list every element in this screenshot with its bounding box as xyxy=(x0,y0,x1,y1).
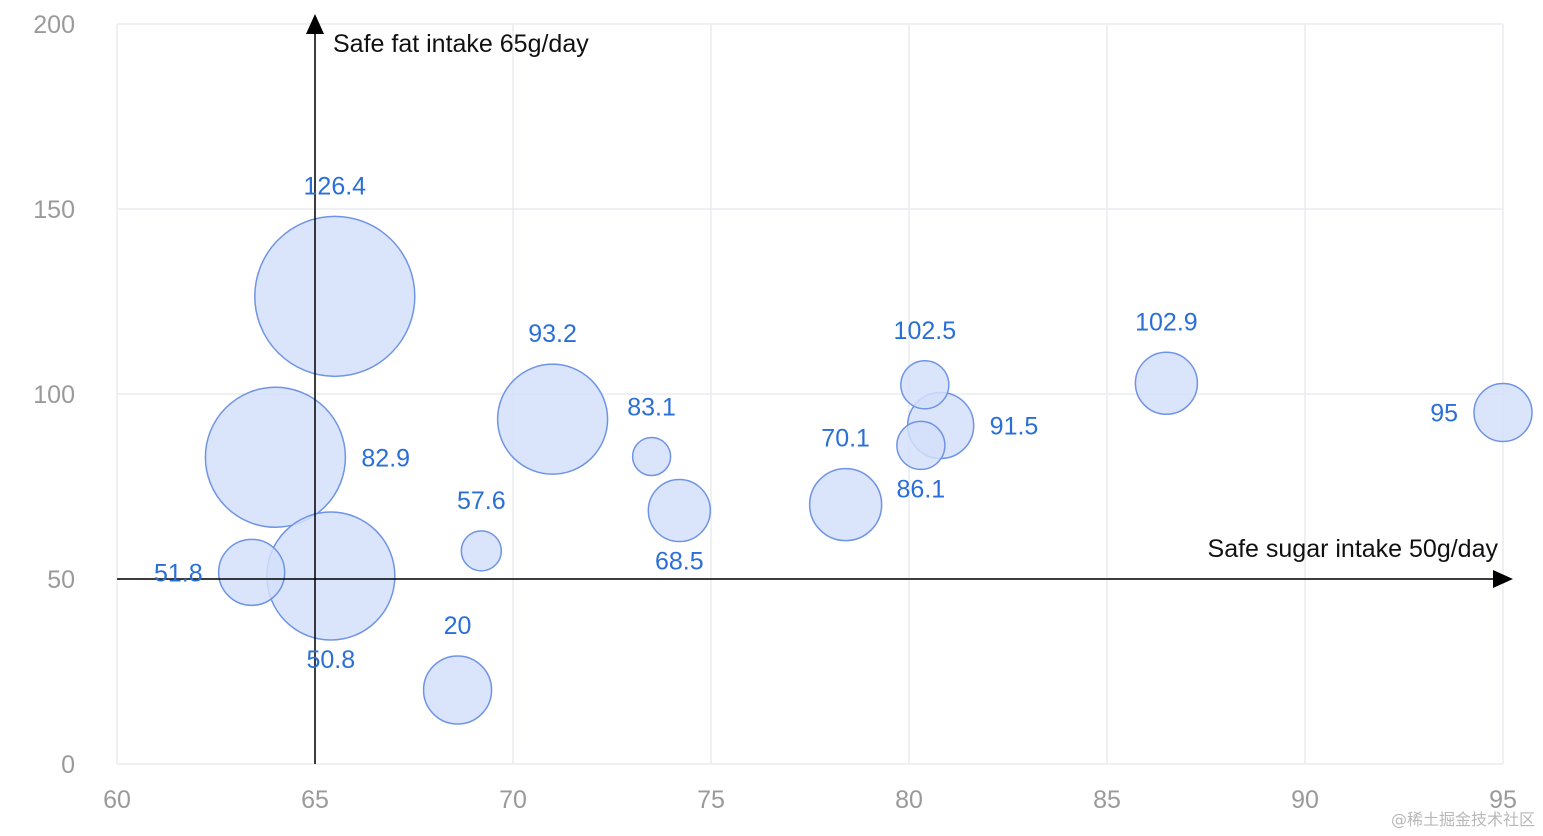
bubble-data-label: 20 xyxy=(444,612,472,640)
y-tick-label: 200 xyxy=(33,11,75,39)
bubble-point[interactable] xyxy=(217,538,286,607)
bubble-point[interactable] xyxy=(204,386,347,529)
bubble-point[interactable] xyxy=(900,360,950,410)
fat-reference-arrow xyxy=(306,14,324,34)
x-tick-label: 85 xyxy=(1093,786,1121,814)
bubble-point[interactable] xyxy=(1134,351,1199,416)
y-tick-label: 150 xyxy=(33,196,75,224)
y-axis-ticks: 0 50 100 150 200 xyxy=(33,11,75,779)
x-tick-label: 80 xyxy=(895,786,923,814)
bubble-point[interactable] xyxy=(422,655,493,725)
bubble-data-label: 70.1 xyxy=(821,425,870,453)
bubble-point[interactable] xyxy=(254,215,416,378)
bubble-data-label: 95 xyxy=(1430,400,1458,428)
bubble-data-label: 93.2 xyxy=(528,320,577,348)
bubble-data-label: 91.5 xyxy=(990,412,1039,440)
bubble-point[interactable] xyxy=(896,420,946,471)
x-tick-label: 70 xyxy=(499,786,527,814)
bubble-point[interactable] xyxy=(808,467,883,542)
bubbles xyxy=(204,215,1533,725)
bubble-point[interactable] xyxy=(496,363,609,475)
sugar-reference-label: Safe sugar intake 50g/day xyxy=(1208,535,1499,563)
x-tick-label: 90 xyxy=(1291,786,1319,814)
watermark: @稀土掘金技术社区 xyxy=(1390,810,1535,829)
bubble-data-label: 51.8 xyxy=(154,559,203,587)
y-tick-label: 100 xyxy=(33,381,75,409)
fat-reference-label: Safe fat intake 65g/day xyxy=(333,30,589,58)
bubble-point[interactable] xyxy=(631,436,672,477)
x-tick-label: 65 xyxy=(301,786,329,814)
bubble-point[interactable] xyxy=(1473,382,1533,443)
data-labels: 126.4 82.9 50.8 51.8 93.2 57.6 20 83.1 68.5 70.1 1… xyxy=(154,172,1458,674)
bubble-point[interactable] xyxy=(647,478,712,543)
bubble-data-label: 126.4 xyxy=(304,172,367,200)
bubble-point[interactable] xyxy=(266,511,396,641)
bubble-data-label: 68.5 xyxy=(655,548,704,576)
bubble-data-label: 102.9 xyxy=(1135,308,1198,336)
x-tick-label: 95 xyxy=(1489,786,1517,814)
bubble-point[interactable] xyxy=(460,530,503,572)
x-tick-label: 60 xyxy=(103,786,131,814)
bubble-data-label: 83.1 xyxy=(627,394,676,422)
bubble-data-label: 57.6 xyxy=(457,487,506,515)
bubble-data-label: 102.5 xyxy=(894,317,957,345)
bubble-data-label: 86.1 xyxy=(897,475,946,503)
y-tick-label: 0 xyxy=(61,751,75,779)
sugar-reference-arrow xyxy=(1493,570,1513,588)
y-tick-label: 50 xyxy=(47,566,75,594)
bubble-data-label: 50.8 xyxy=(307,646,356,674)
reference-lines: Safe fat intake 65g/day Safe sugar intake… xyxy=(117,14,1513,764)
bubble-data-label: 82.9 xyxy=(361,444,410,472)
x-axis-ticks: 60 65 70 75 80 85 90 95 xyxy=(103,786,1517,814)
x-tick-label: 75 xyxy=(697,786,725,814)
